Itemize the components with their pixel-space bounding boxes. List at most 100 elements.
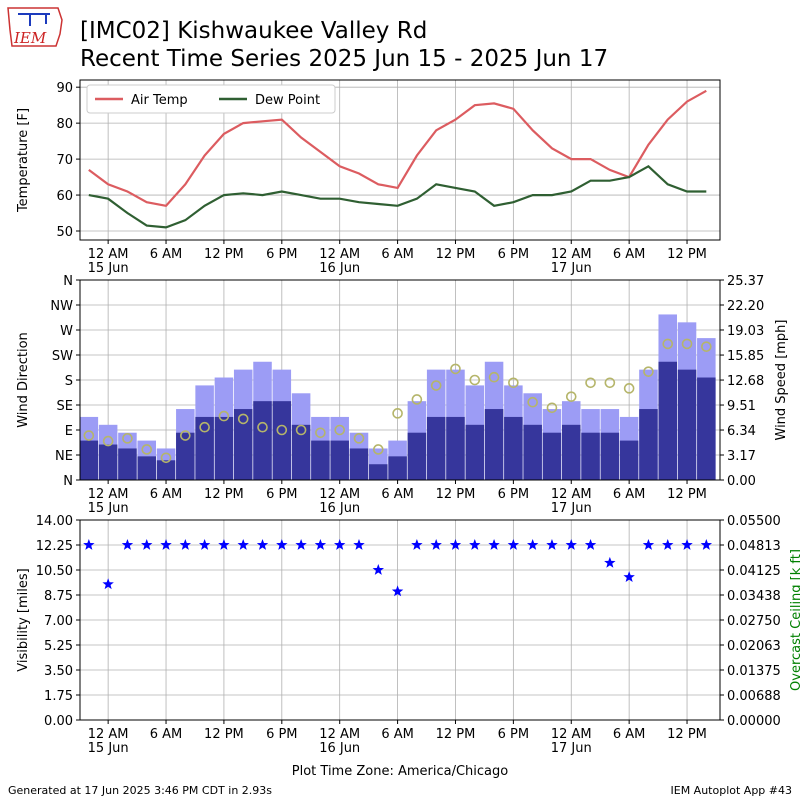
visibility-point [565,539,577,550]
x-tick-label: 6 AM [613,727,646,742]
tick-label-line: 15 Jun [88,261,129,276]
tick-label-line: 17 Jun [551,741,592,756]
visibility-point [700,539,713,550]
y-tick-label: 70 [56,153,73,168]
x-tick-label: 6 PM [266,247,297,262]
y-tick-label: SE [57,399,73,414]
wind-bar [118,448,137,480]
y2-tick-label: 0.05500 [727,514,781,529]
y2-tick-label: 6.34 [727,424,756,439]
title: [IMC02] Kishwaukee Valley Rd [80,18,427,44]
direction-point [681,338,693,350]
wind-bar [542,432,562,480]
wind-bar [291,424,311,480]
direction-point [237,413,249,425]
y2-tick-label: 9.51 [727,399,756,414]
y2-tick-label: 22.20 [727,299,764,314]
visibility-point [546,539,558,550]
visibility-point [372,564,384,575]
visibility-point [256,539,269,550]
wind-bar [446,416,465,480]
direction-point [83,430,95,441]
y2-tick-label: 0.00000 [727,714,781,729]
x-tick-label: 12 AM 15 Jun [88,727,129,756]
series-line [88,164,707,229]
footer-right: IEM Autoplot App #43 [671,784,793,797]
y-tick-label: 3.50 [44,664,73,679]
direction-point [469,374,481,386]
y-tick-label: 10.50 [36,564,73,579]
visibility-point [353,539,365,550]
visibility-point [333,539,346,550]
wind-bar [369,464,388,480]
wind-bar [233,409,253,480]
visibility-point [469,539,481,550]
wind-bar [581,432,600,480]
y-tick-label: 12.25 [36,539,73,554]
direction-point [160,452,172,464]
visibility-point [604,556,616,568]
y2-tick-label: 0.04125 [727,564,781,579]
logo-text: IEM [13,29,47,47]
x-tick-label: 6 PM [498,247,529,262]
visibility-point [488,539,500,550]
x-tick-label: 6 PM [266,487,297,502]
y2-tick-label: 0.02063 [727,639,781,654]
direction-point [257,421,268,433]
footer-left: Generated at 17 Jun 2025 3:46 PM CDT in … [8,784,272,797]
y-axis-label: Visibility [miles] [16,568,31,671]
x-tick-label: 6 AM [150,247,183,262]
wind-bar [388,456,407,480]
wind-bar [80,440,99,480]
wind-bar [600,432,620,480]
tick-label-line: 16 Jun [319,741,360,756]
x-tick-label: 12 AM 16 Jun [319,247,360,276]
y2-tick-label: 0.00 [727,474,756,489]
visibility-point [198,539,211,550]
direction-point [643,366,654,377]
wind-bar [214,416,234,480]
wind-bar [176,432,195,480]
x-tick-label: 12 AM 17 Jun [551,727,592,756]
direction-point [276,424,288,436]
visibility-point [526,539,539,550]
y-tick-label: 60 [56,189,73,204]
direction-point [527,396,538,408]
y-tick-label: 50 [56,225,73,240]
y-tick-label: 80 [56,117,73,132]
wind-bar [137,456,156,480]
x-tick-label: 12 PM [204,487,244,502]
x-tick-label: 12 AM 15 Jun [88,247,129,276]
x-tick-label: 12 PM [436,487,476,502]
x-tick-label: 6 PM [266,727,297,742]
wind-bar [523,424,542,480]
wind-bar [311,440,330,480]
logo: IEM [7,7,63,47]
wind-bar [272,401,292,480]
x-tick-label: 6 AM [150,487,183,502]
series-line [88,89,707,207]
tick-label-line: 12 AM [319,727,360,742]
y2-tick-label: 0.03438 [727,589,781,604]
x-tick-label: 6 AM [381,727,414,742]
visibility-point [391,585,404,597]
direction-point [315,427,326,439]
tick-label-line: 16 Jun [319,261,360,276]
y2-tick-label: 15.85 [727,349,764,364]
x-tick-label: 6 AM [613,247,646,262]
logo-outline [7,7,63,47]
wind-bar [330,440,349,480]
y-tick-label: NE [55,449,73,464]
y2-tick-label: 12.68 [727,374,764,389]
direction-point [546,402,558,414]
direction-point [180,430,191,441]
x-tick-label: 12 PM [667,727,707,742]
wind-bar [407,432,427,480]
tick-label-line: 12 AM [319,247,360,262]
visibility-point [141,539,153,550]
x-tick-label: 6 PM [498,487,529,502]
visibility-point [584,539,597,550]
x-axis-label: Plot Time Zone: America/Chicago [292,764,508,779]
x-tick-label: 12 AM 16 Jun [319,487,360,516]
wind-bar [484,409,504,480]
